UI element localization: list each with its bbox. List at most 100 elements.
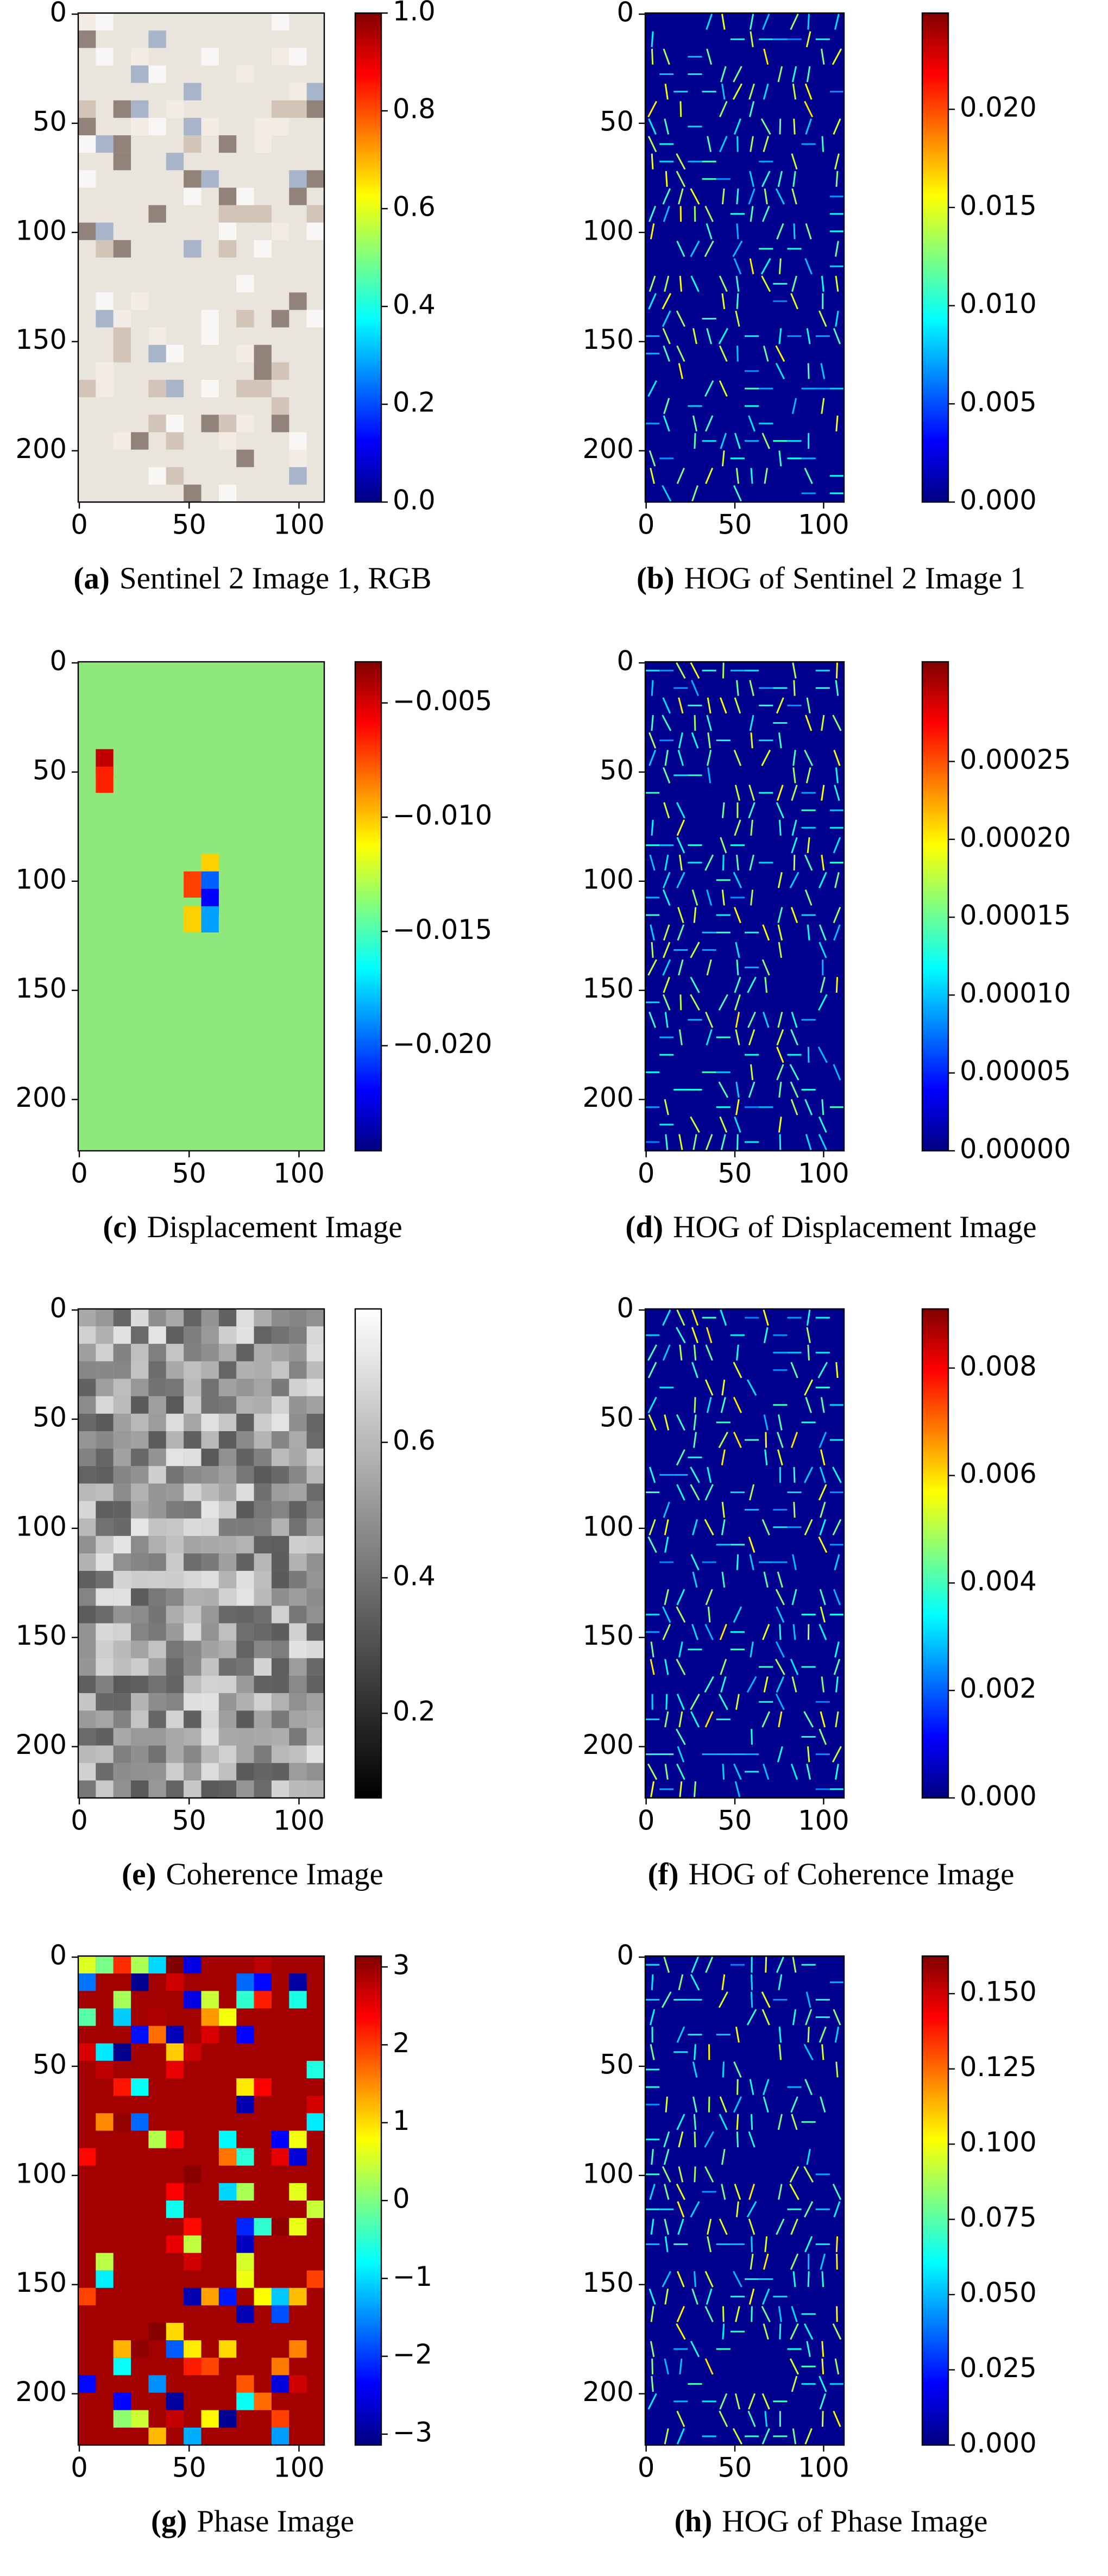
- image-cell: [184, 2165, 202, 2183]
- caption-label: (d): [625, 1210, 663, 1244]
- gradient-stroke: [719, 2218, 728, 2235]
- gradient-stroke: [663, 398, 670, 415]
- gradient-stroke: [735, 275, 740, 292]
- gradient-stroke: [733, 66, 742, 83]
- gradient-stroke: [833, 837, 841, 854]
- gradient-stroke: [776, 223, 784, 240]
- gradient-stroke: [805, 223, 812, 240]
- image-cell: [306, 1326, 324, 1344]
- image-cell: [218, 2410, 237, 2428]
- colorbar-tick-label: 0.00025: [960, 744, 1071, 775]
- gradient-stroke: [791, 785, 798, 801]
- gradient-stroke: [778, 2027, 782, 2043]
- gradient-stroke: [734, 785, 740, 801]
- gradient-stroke: [679, 1344, 683, 1361]
- gradient-stroke: [664, 1099, 669, 1115]
- caption-text: Phase Image: [197, 2504, 354, 2539]
- gradient-stroke: [835, 680, 839, 696]
- gradient-stroke: [791, 1676, 797, 1693]
- gradient-stroke: [651, 1974, 654, 1990]
- gradient-stroke: [647, 380, 657, 397]
- image-cell: [96, 1553, 114, 1571]
- gradient-stroke: [750, 2114, 753, 2130]
- gradient-stroke: [662, 994, 671, 1011]
- gradient-stroke: [791, 819, 797, 836]
- gradient-stroke: [763, 1327, 769, 1343]
- gradient-stroke: [721, 1379, 726, 1396]
- gradient-stroke: [749, 14, 754, 30]
- x-tick-label: 0: [71, 1805, 88, 1837]
- image-cell: [201, 1571, 219, 1589]
- gradient-stroke: [792, 1554, 797, 1570]
- image-cell: [271, 2287, 289, 2305]
- image-cell: [78, 1396, 96, 1414]
- image-frame: [77, 661, 325, 1152]
- gradient-stroke: [733, 485, 742, 502]
- image-frame: [77, 12, 325, 503]
- image-frame: [644, 1955, 845, 2446]
- image-cell: [289, 1588, 307, 1606]
- image-cell: [306, 1431, 324, 1449]
- image-cell: [131, 1588, 149, 1606]
- gradient-stroke: [835, 1711, 839, 1728]
- gradient-stroke: [678, 1134, 683, 1150]
- gradient-stroke: [749, 854, 754, 871]
- image: [645, 13, 844, 503]
- gradient-stroke: [647, 1396, 657, 1413]
- gradient-stroke: [721, 802, 725, 818]
- image-cell: [113, 1780, 131, 1798]
- caption: (f) HOG of Coherence Image: [648, 1857, 1015, 1891]
- gradient-stroke: [777, 1449, 783, 1466]
- gradient-stroke: [704, 205, 714, 222]
- image-cell: [96, 1396, 114, 1414]
- gradient-stroke: [650, 2306, 654, 2322]
- gradient-stroke: [650, 1659, 655, 1675]
- gradient-stroke: [721, 188, 725, 205]
- gradient-stroke: [793, 1502, 796, 1518]
- image-cell: [78, 1745, 96, 1763]
- image-cell: [78, 1780, 96, 1798]
- gradient-stroke: [662, 889, 671, 906]
- gradient-stroke: [694, 2271, 696, 2287]
- image-cell: [78, 2287, 96, 2305]
- image-cell: [306, 1449, 324, 1466]
- image-cell: [254, 135, 272, 153]
- gradient-stroke: [704, 1519, 714, 1535]
- gradient-stroke: [777, 1746, 783, 1763]
- image-cell: [218, 1344, 237, 1362]
- gradient-stroke: [707, 732, 711, 749]
- gradient-stroke: [691, 889, 698, 906]
- gradient-stroke: [718, 328, 728, 344]
- caption: (d) HOG of Displacement Image: [625, 1210, 1036, 1244]
- gradient-stroke: [649, 450, 656, 467]
- image-cell: [184, 1518, 202, 1536]
- image-cell: [148, 1640, 166, 1658]
- image-cell: [218, 2148, 237, 2166]
- image-cell: [218, 1623, 237, 1641]
- gradient-stroke: [676, 2305, 685, 2322]
- image-cell: [236, 1413, 254, 1432]
- gradient-stroke: [763, 1676, 769, 1693]
- image-cell: [148, 1431, 166, 1449]
- gradient-stroke: [790, 2253, 799, 2270]
- image-cell: [96, 766, 114, 793]
- y-tick-label: 100: [583, 1510, 634, 1542]
- gradient-stroke: [820, 1711, 826, 1728]
- gradient-stroke: [690, 994, 700, 1011]
- caption-label: (h): [675, 2504, 713, 2539]
- gradient-stroke: [764, 1449, 768, 1465]
- x-tick-label: 0: [638, 1158, 655, 1189]
- image-cell: [201, 2026, 219, 2044]
- gradient-stroke: [790, 2323, 799, 2340]
- image-cell: [236, 1745, 254, 1763]
- gradient-stroke: [791, 153, 798, 170]
- image-cell: [201, 1710, 219, 1728]
- gradient-stroke: [704, 415, 714, 432]
- image-cell: [131, 1728, 149, 1746]
- image-cell: [113, 1623, 131, 1641]
- image-cell: [236, 2183, 254, 2201]
- image-cell: [148, 1553, 166, 1571]
- image-cell: [236, 187, 254, 205]
- colorbar: [921, 1308, 949, 1799]
- y-tick-label: 150: [16, 324, 67, 355]
